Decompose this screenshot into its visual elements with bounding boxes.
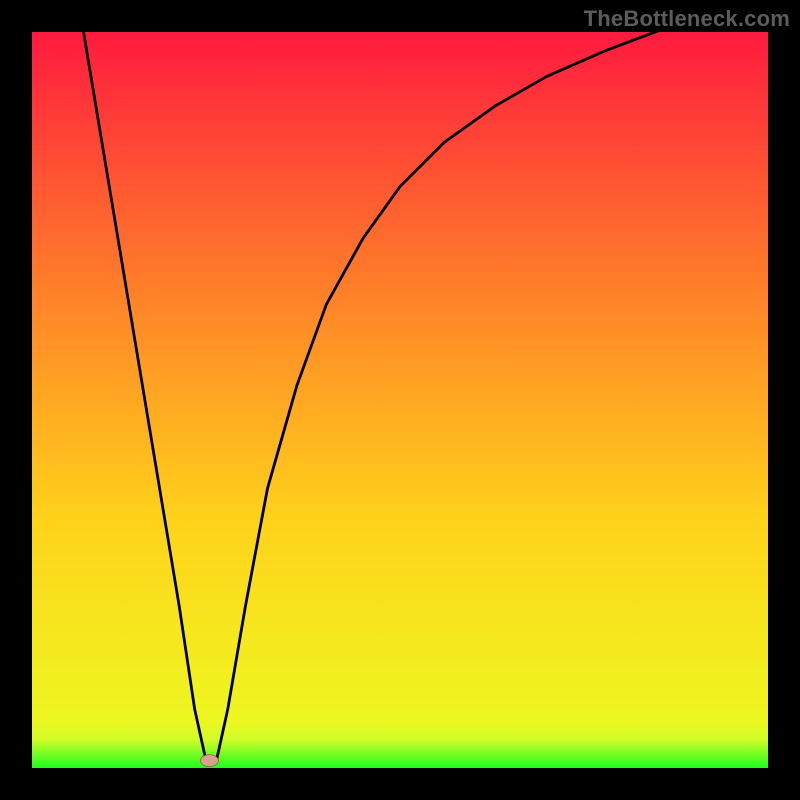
plot-area: [32, 32, 768, 768]
gradient-green-band: [32, 720, 768, 768]
watermark-text: TheBottleneck.com: [584, 6, 790, 32]
chart-container: TheBottleneck.com: [0, 0, 800, 800]
